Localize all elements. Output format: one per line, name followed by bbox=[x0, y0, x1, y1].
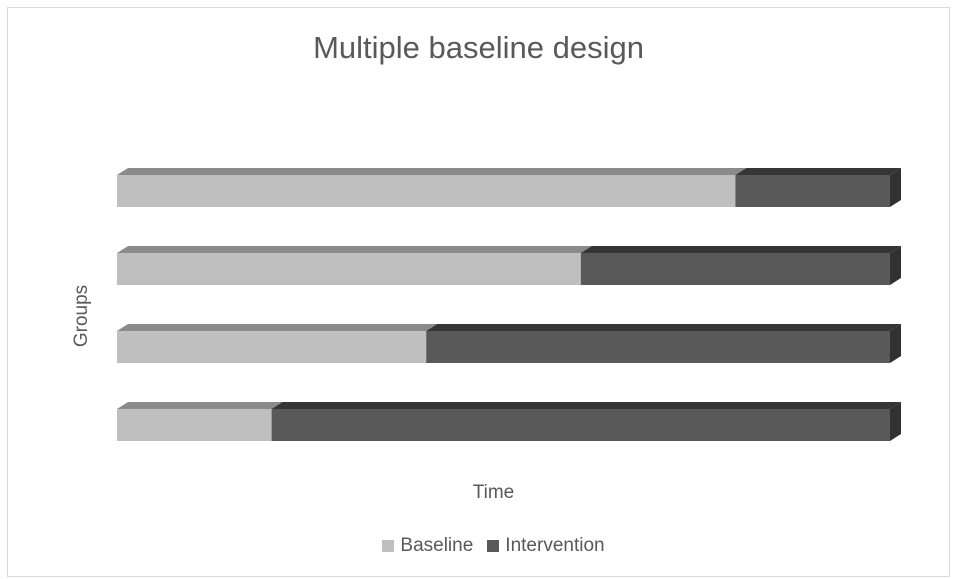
bar-baseline-2 bbox=[117, 253, 581, 285]
bar-side-1 bbox=[890, 168, 901, 207]
bar-baseline-4 bbox=[117, 409, 272, 441]
bar-top-intervention-2 bbox=[580, 246, 901, 253]
bar-baseline-3 bbox=[117, 331, 427, 363]
bar-top-intervention-4 bbox=[271, 402, 902, 409]
legend-item-intervention: Intervention bbox=[487, 535, 605, 557]
legend-label-intervention: Intervention bbox=[505, 535, 605, 556]
legend-item-baseline: Baseline bbox=[382, 535, 473, 557]
chart-title: Multiple baseline design bbox=[313, 30, 644, 65]
bar-intervention-3 bbox=[426, 331, 890, 363]
bar-top-intervention-1 bbox=[735, 168, 901, 175]
legend-label-baseline: Baseline bbox=[400, 535, 474, 556]
bar-intervention-1 bbox=[735, 175, 890, 207]
bar-side-2 bbox=[890, 246, 901, 285]
bar-top-baseline-2 bbox=[117, 246, 592, 253]
bar-side-3 bbox=[890, 324, 901, 363]
legend-swatch-baseline bbox=[382, 540, 395, 552]
bar-top-baseline-4 bbox=[117, 402, 283, 409]
legend: Baseline Intervention bbox=[0, 535, 957, 557]
bar-intervention-4 bbox=[271, 409, 891, 441]
legend-swatch-intervention bbox=[487, 540, 500, 552]
y-axis-title: Groups bbox=[71, 284, 92, 348]
bar-top-intervention-3 bbox=[426, 324, 901, 331]
bar-top-baseline-1 bbox=[117, 168, 747, 175]
bar-side-4 bbox=[890, 402, 901, 441]
bar-top-baseline-3 bbox=[117, 324, 438, 331]
x-axis-title: Time bbox=[472, 482, 515, 503]
chart-frame bbox=[7, 7, 950, 577]
bar-intervention-2 bbox=[580, 253, 890, 285]
bar-baseline-1 bbox=[117, 175, 736, 207]
